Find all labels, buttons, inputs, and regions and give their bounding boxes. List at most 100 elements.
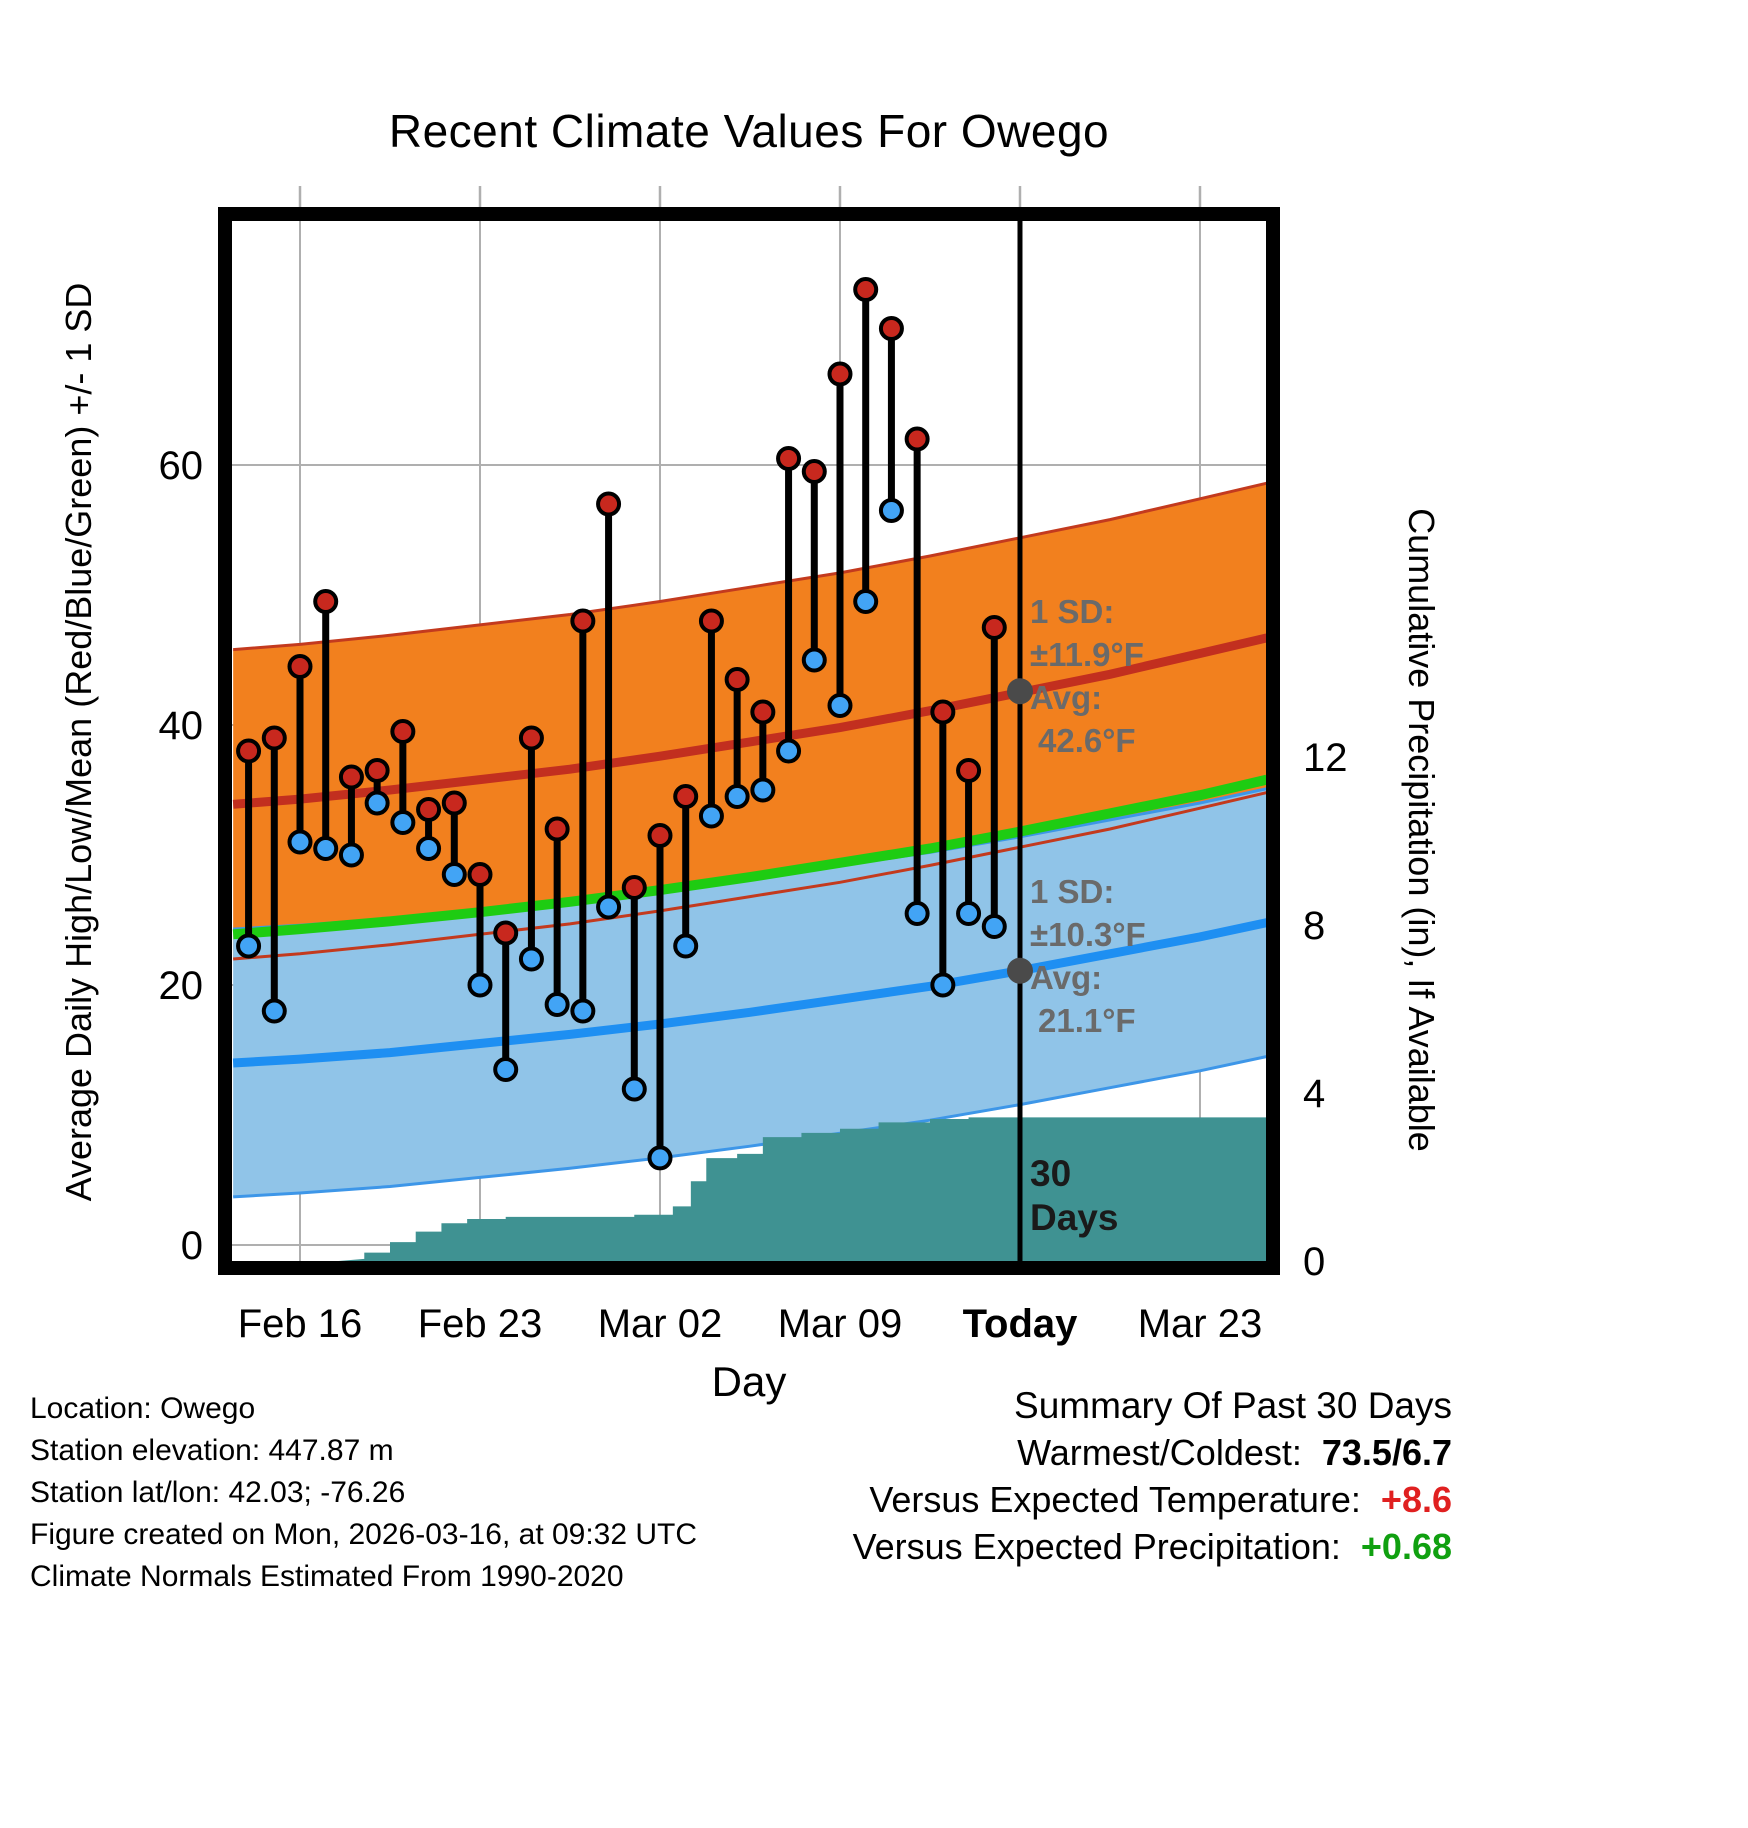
high-temp-marker bbox=[236, 738, 262, 764]
low-temp-marker bbox=[878, 498, 904, 523]
tick-label: Mar 09 bbox=[778, 1302, 903, 1346]
low-temp-marker bbox=[673, 933, 699, 959]
high-temp-marker bbox=[338, 764, 364, 790]
high-band-bottom-edge bbox=[233, 791, 1268, 961]
high-avg-value: 42.6°F bbox=[1038, 722, 1136, 759]
high-temp-marker bbox=[904, 426, 930, 452]
high-temp-marker bbox=[724, 667, 750, 692]
low-avg-value: 21.1°F bbox=[1038, 1002, 1136, 1039]
summary-heading: Summary Of Past 30 Days bbox=[1014, 1385, 1452, 1426]
low-temp-marker bbox=[287, 829, 313, 855]
plot-area bbox=[232, 221, 1268, 1261]
tick-label: 0 bbox=[1303, 1240, 1325, 1284]
low-temp-marker bbox=[724, 784, 750, 809]
low-temp-marker bbox=[364, 790, 390, 816]
high-temp-marker bbox=[518, 725, 544, 751]
low-temp-marker bbox=[981, 914, 1007, 939]
station-metadata: Location: Owego Station elevation: 447.8… bbox=[30, 1388, 697, 1598]
low-temp-marker bbox=[827, 693, 853, 718]
high-temp-marker bbox=[467, 862, 493, 887]
high-sd-value: ±11.9°F bbox=[1030, 636, 1144, 673]
low-avg-label: Avg: bbox=[1030, 959, 1103, 996]
high-temp-marker bbox=[596, 491, 622, 517]
tick-label: Mar 02 bbox=[598, 1302, 723, 1346]
high-temp-marker bbox=[261, 725, 287, 751]
high-sd-label: 1 SD: bbox=[1030, 593, 1115, 630]
low-temp-marker bbox=[261, 998, 287, 1024]
high-temp-marker bbox=[673, 784, 699, 809]
figure-created: Figure created on Mon, 2026-03-16, at 09… bbox=[30, 1518, 698, 1551]
x-axis-title: Day bbox=[711, 1358, 787, 1405]
window-days-annotation: 30 Days bbox=[1030, 1152, 1118, 1240]
low-temp-marker bbox=[338, 842, 364, 868]
high-temp-marker bbox=[570, 608, 596, 634]
low-temp-marker bbox=[647, 1145, 673, 1171]
climate-normals-note: Climate Normals Estimated From 1990-2020 bbox=[30, 1560, 624, 1593]
station-location: Location: Owego bbox=[30, 1392, 256, 1425]
low-temp-marker bbox=[313, 836, 339, 861]
low-temp-marker bbox=[467, 972, 493, 998]
low-temp-marker bbox=[493, 1057, 519, 1082]
high-sd-annotation: 1 SD: ±11.9°F bbox=[1030, 590, 1144, 676]
summary-vs-expected-temp: Versus Expected Temperature: +8.6 bbox=[853, 1476, 1452, 1523]
low-band-bottom-edge bbox=[233, 1055, 1268, 1199]
high-temp-marker bbox=[647, 823, 673, 848]
chart-title: Recent Climate Values For Owego bbox=[388, 105, 1110, 157]
avg-low-today-marker bbox=[1006, 957, 1033, 984]
low-temp-marker bbox=[930, 972, 956, 998]
high-temp-marker bbox=[776, 446, 802, 471]
window-days-line1: 30 bbox=[1030, 1153, 1072, 1194]
high-temp-marker bbox=[313, 589, 339, 614]
station-elevation: Station elevation: 447.87 m bbox=[30, 1434, 394, 1467]
high-temp-marker bbox=[853, 277, 879, 302]
summary-vs-expected-precip-label: Versus Expected Precipitation: bbox=[852, 1526, 1341, 1567]
low-temp-marker bbox=[596, 894, 622, 920]
low-avg-annotation: Avg: 21.1°F bbox=[1030, 956, 1136, 1042]
tick-label: 12 bbox=[1303, 736, 1348, 780]
low-temp-marker bbox=[518, 946, 544, 972]
low-temp-marker bbox=[750, 777, 776, 803]
high-temp-marker bbox=[544, 816, 570, 842]
low-sd-value: ±10.3°F bbox=[1030, 916, 1146, 953]
high-temp-marker bbox=[364, 758, 390, 783]
summary-panel: Summary Of Past 30 Days Warmest/Coldest:… bbox=[853, 1382, 1452, 1570]
low-temp-marker bbox=[904, 901, 930, 926]
high-temp-marker bbox=[390, 719, 416, 744]
high-temp-marker bbox=[698, 608, 724, 634]
low-sd-annotation: 1 SD: ±10.3°F bbox=[1030, 870, 1146, 956]
low-temp-marker bbox=[570, 998, 596, 1024]
mean-temp-line bbox=[232, 774, 1268, 940]
low-sd-label: 1 SD: bbox=[1030, 873, 1115, 910]
tick-label: 60 bbox=[159, 444, 204, 488]
low-temp-marker bbox=[441, 862, 467, 887]
low-temp-marker bbox=[236, 933, 262, 959]
plot-frame bbox=[218, 207, 1280, 1275]
summary-vs-expected-temp-label: Versus Expected Temperature: bbox=[869, 1479, 1361, 1520]
low-temp-marker bbox=[698, 803, 724, 829]
window-days-line2: Days bbox=[1030, 1197, 1119, 1238]
summary-warmest-coldest: Warmest/Coldest: 73.5/6.7 bbox=[853, 1429, 1452, 1476]
high-avg-label: Avg: bbox=[1030, 679, 1103, 716]
tick-label: 0 bbox=[181, 1224, 203, 1268]
high-temp-marker bbox=[416, 797, 442, 822]
tick-label: Feb 23 bbox=[418, 1302, 543, 1346]
summary-vs-expected-precip: Versus Expected Precipitation: +0.68 bbox=[853, 1523, 1452, 1570]
tick-label: 20 bbox=[159, 964, 204, 1008]
station-latlon: Station lat/lon: 42.03; -76.26 bbox=[30, 1476, 406, 1509]
high-temp-marker bbox=[981, 615, 1007, 640]
daily-temperature-markers bbox=[236, 277, 1007, 1171]
high-temp-marker bbox=[441, 790, 467, 816]
tick-label: 4 bbox=[1303, 1072, 1325, 1116]
low-temp-marker bbox=[776, 738, 802, 764]
avg-low-line bbox=[232, 918, 1268, 1068]
low-temp-marker bbox=[544, 992, 570, 1017]
high-temp-marker bbox=[956, 758, 982, 783]
low-temp-marker bbox=[416, 836, 442, 861]
cumulative-precip-area bbox=[338, 1117, 1267, 1261]
high-temp-marker bbox=[930, 699, 956, 725]
tick-label: 40 bbox=[159, 704, 204, 748]
low-temp-band bbox=[233, 788, 1267, 1197]
avg-high-line bbox=[232, 633, 1268, 809]
low-temp-marker bbox=[390, 810, 416, 835]
